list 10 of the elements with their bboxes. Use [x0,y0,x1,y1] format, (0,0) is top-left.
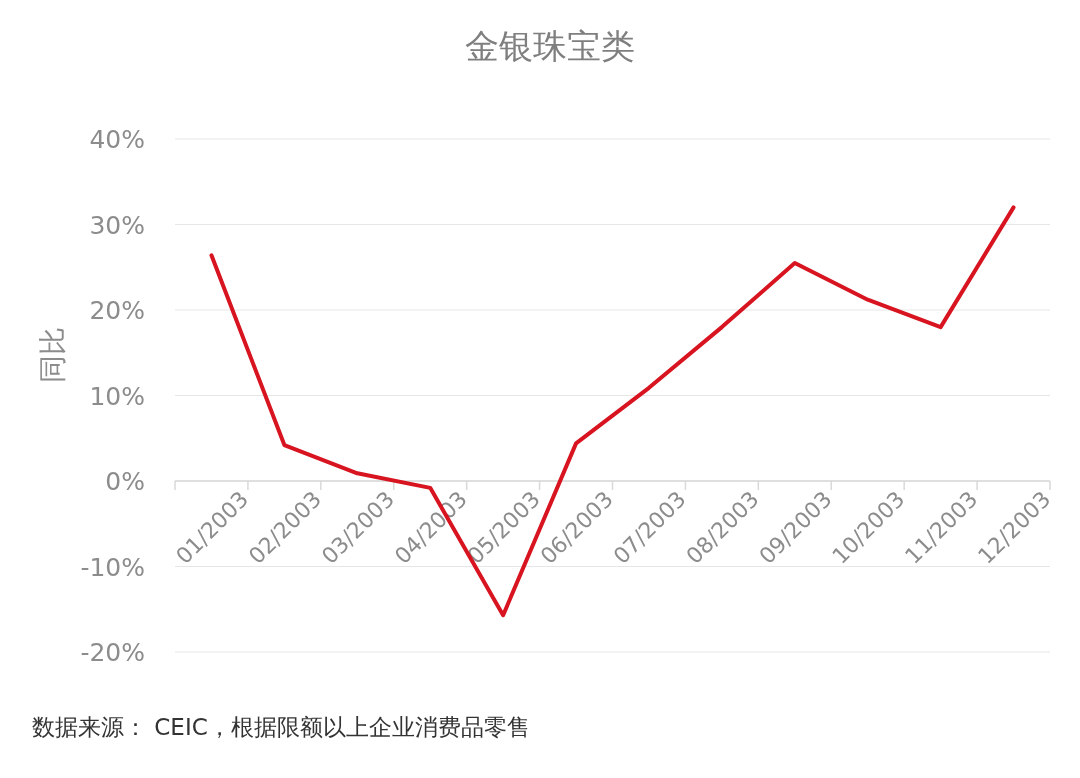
y-tick-label: 40% [89,125,145,154]
y-tick-label: 30% [89,210,145,240]
source-note: 数据来源： CEIC，根据限额以上企业消费品零售 [32,714,530,740]
y-tick-label: -10% [80,552,145,582]
chart-title: 金银珠宝类 [465,26,635,66]
y-tick-label: -20% [80,638,145,667]
y-tick-label: 20% [89,296,145,325]
y-tick-label: 0% [105,467,145,496]
y-tick-label: 10% [89,381,145,411]
y-axis-title: 同比 [36,327,69,383]
